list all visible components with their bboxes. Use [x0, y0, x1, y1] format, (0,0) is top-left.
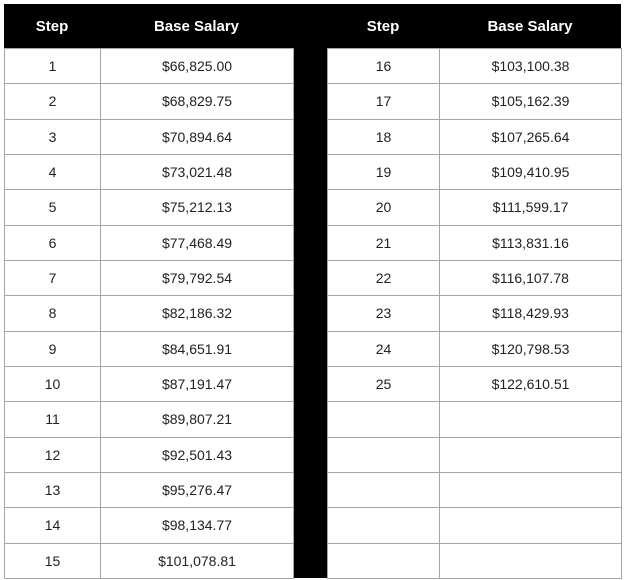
step-cell: 23 [327, 295, 440, 332]
step-cell: 24 [327, 330, 440, 367]
salary-cell: $75,212.13 [100, 189, 294, 226]
step-cell: 1 [4, 48, 101, 85]
salary-cell: $66,825.00 [100, 48, 294, 85]
salary-cell: $79,792.54 [100, 260, 294, 297]
step-cell: 15 [4, 542, 101, 579]
empty-cell [327, 507, 440, 544]
empty-cell [439, 472, 622, 509]
empty-cell [439, 436, 622, 473]
empty-cell [439, 507, 622, 544]
salary-cell: $68,829.75 [100, 83, 294, 120]
header-cell: Base Salary [100, 4, 293, 49]
step-cell: 22 [327, 260, 440, 297]
step-cell: 13 [4, 472, 101, 509]
step-cell: 2 [4, 83, 101, 120]
step-cell: 6 [4, 224, 101, 261]
step-cell: 4 [4, 154, 101, 191]
salary-cell: $113,831.16 [439, 224, 622, 261]
empty-cell [439, 542, 622, 579]
step-cell: 18 [327, 118, 440, 155]
header-cell: Step [327, 4, 439, 49]
header-cell: Step [4, 4, 100, 49]
step-cell: 25 [327, 366, 440, 403]
salary-cell: $120,798.53 [439, 330, 622, 367]
step-cell: 20 [327, 189, 440, 226]
salary-cell: $116,107.78 [439, 260, 622, 297]
salary-cell: $111,599.17 [439, 189, 622, 226]
salary-cell: $98,134.77 [100, 507, 294, 544]
step-cell: 7 [4, 260, 101, 297]
header-cell: Base Salary [439, 4, 621, 49]
salary-cell: $109,410.95 [439, 154, 622, 191]
salary-cell: $82,186.32 [100, 295, 294, 332]
salary-cell: $107,265.64 [439, 118, 622, 155]
step-cell: 5 [4, 189, 101, 226]
salary-cell: $105,162.39 [439, 83, 622, 120]
salary-cell: $118,429.93 [439, 295, 622, 332]
step-cell: 19 [327, 154, 440, 191]
step-cell: 10 [4, 366, 101, 403]
empty-cell [327, 542, 440, 579]
salary-cell: $70,894.64 [100, 118, 294, 155]
salary-cell: $87,191.47 [100, 366, 294, 403]
step-cell: 3 [4, 118, 101, 155]
salary-cell: $122,610.51 [439, 366, 622, 403]
separator [292, 4, 328, 578]
salary-cell: $92,501.43 [100, 436, 294, 473]
empty-cell [439, 401, 622, 438]
empty-cell [327, 436, 440, 473]
empty-cell [327, 401, 440, 438]
salary-cell: $89,807.21 [100, 401, 294, 438]
empty-cell [327, 472, 440, 509]
salary-cell: $103,100.38 [439, 48, 622, 85]
step-cell: 17 [327, 83, 440, 120]
salary-cell: $84,651.91 [100, 330, 294, 367]
step-cell: 11 [4, 401, 101, 438]
salary-cell: $77,468.49 [100, 224, 294, 261]
step-cell: 21 [327, 224, 440, 261]
step-cell: 14 [4, 507, 101, 544]
salary-cell: $101,078.81 [100, 542, 294, 579]
step-cell: 12 [4, 436, 101, 473]
step-cell: 8 [4, 295, 101, 332]
step-cell: 16 [327, 48, 440, 85]
step-cell: 9 [4, 330, 101, 367]
salary-cell: $73,021.48 [100, 154, 294, 191]
salary-cell: $95,276.47 [100, 472, 294, 509]
